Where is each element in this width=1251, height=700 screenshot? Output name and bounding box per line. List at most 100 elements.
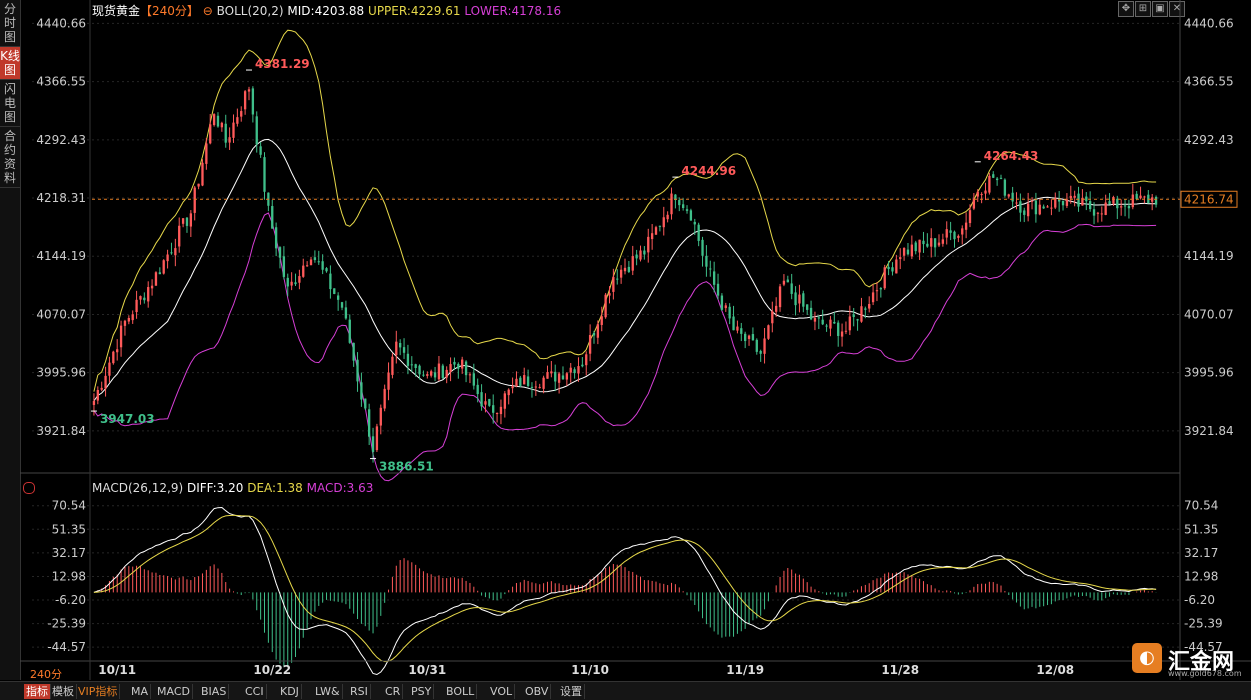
candle-body — [426, 374, 429, 376]
price-tick-right: 3921.84 — [1184, 424, 1234, 438]
chart-area[interactable]: 4440.66 4440.66 4366.55 4366.55 4292.43 4292.… — [0, 0, 1251, 680]
candle-body — [348, 319, 351, 343]
candle-body — [953, 231, 956, 240]
candle-body — [856, 319, 859, 321]
candle-body — [964, 222, 968, 230]
candle-body — [565, 373, 569, 380]
candle-body — [561, 375, 565, 380]
indicator-tab-7[interactable]: KDJ — [278, 684, 302, 699]
candle-body — [995, 178, 999, 181]
extreme-price-label: 4264.43 — [984, 149, 1039, 163]
indicator-tab-13[interactable]: VOL — [488, 684, 516, 699]
candle-body — [899, 257, 902, 260]
indicator-tab-5[interactable]: BIAS — [199, 684, 230, 699]
candle-body — [670, 193, 673, 215]
tab-flash-chart[interactable]: 闪电图 — [0, 80, 20, 127]
candle-body — [1077, 193, 1080, 207]
indicator-tab-1[interactable]: 模板 — [50, 684, 77, 699]
close-icon[interactable]: ✕ — [1169, 1, 1185, 17]
candle-body — [162, 260, 165, 274]
candle-body — [736, 326, 739, 331]
candle-body — [619, 269, 623, 278]
macd-label: MACD(26,12,9) — [92, 481, 184, 495]
price-tick-right: 4440.66 — [1184, 16, 1234, 30]
candle-body — [868, 303, 871, 309]
candle-body — [263, 157, 266, 192]
candle-body — [243, 91, 247, 110]
tab-kline-chart[interactable]: K线图 — [0, 47, 20, 80]
date-tick: 11/28 — [881, 663, 919, 677]
candle-body — [945, 229, 948, 238]
indicator-tab-11[interactable]: PSY — [409, 684, 435, 699]
candle-body — [224, 123, 227, 143]
candle-body — [999, 177, 1003, 179]
date-tick: 11/19 — [726, 663, 764, 677]
price-tick-left: 4070.07 — [36, 307, 86, 321]
indicator-tab-2[interactable]: VIP指标 — [76, 684, 121, 699]
candle-body — [740, 328, 743, 334]
settings-icon[interactable]: ⊖ — [202, 4, 213, 18]
indicator-tab-0[interactable]: 指标 — [24, 684, 51, 699]
candle-body — [957, 235, 960, 238]
period-label[interactable]: 【240分】 — [140, 4, 199, 18]
candle-body — [468, 374, 472, 376]
indicator-tab-8[interactable]: LW& — [313, 684, 343, 699]
candle-body — [360, 382, 363, 400]
macd-legend: MACD(26,12,9) DIFF:3.20 DEA:1.38 MACD:3.… — [92, 481, 373, 495]
candle-body — [848, 316, 851, 331]
candle-body — [786, 279, 789, 283]
indicator-tab-4[interactable]: MACD — [155, 684, 193, 699]
candle-body — [883, 267, 886, 289]
candle-body — [143, 297, 146, 301]
indicator-tab-14[interactable]: OBV — [523, 684, 552, 699]
price-tick-left: 4292.43 — [36, 133, 86, 147]
candle-body — [585, 354, 588, 366]
candle-body — [1050, 207, 1053, 209]
candle-body — [654, 227, 658, 235]
candle-body — [1089, 201, 1092, 210]
candle-body — [844, 330, 848, 332]
indicator-tab-10[interactable]: CR — [383, 684, 404, 699]
candle-body — [724, 305, 727, 309]
candle-body — [821, 319, 824, 325]
macd-value: MACD:3.63 — [306, 481, 374, 495]
candle-body — [220, 122, 224, 128]
candle-body — [728, 306, 731, 319]
candle-body — [495, 413, 499, 415]
candle-body — [484, 401, 487, 405]
macd-tick-right: 12.98 — [1184, 569, 1218, 583]
zoom-icon[interactable]: ⊞ — [1135, 1, 1151, 17]
indicator-tab-9[interactable]: RSI — [348, 684, 371, 699]
candle-body — [441, 365, 444, 378]
candle-body — [104, 375, 107, 389]
candle-body — [1034, 200, 1038, 215]
candle-body — [744, 333, 747, 342]
fit-icon[interactable]: ▣ — [1152, 1, 1168, 17]
candle-body — [1061, 200, 1065, 206]
tab-minute-chart[interactable]: 分时图 — [0, 0, 20, 47]
macd-tick-left: 70.54 — [52, 499, 86, 513]
indicator-tab-6[interactable]: CCI — [243, 684, 267, 699]
move-icon[interactable]: ✥ — [1118, 1, 1134, 17]
indicator-tab-15[interactable]: 设置 — [558, 684, 585, 699]
candle-body — [259, 146, 262, 155]
candle-body — [170, 252, 173, 254]
logo-url: www.gold678.com — [1168, 669, 1242, 678]
date-tick: 11/10 — [571, 663, 609, 677]
candle-body — [813, 318, 817, 322]
candle-body — [395, 341, 398, 356]
candle-body — [875, 290, 879, 292]
indicator-tab-3[interactable]: MA — [129, 684, 152, 699]
candle-body — [375, 426, 379, 451]
candle-body — [825, 325, 828, 327]
macd-diff-line — [93, 506, 1157, 676]
bottom-period[interactable]: 240分 — [30, 668, 62, 681]
candle-body — [650, 233, 654, 240]
macd-tick-left: 12.98 — [52, 569, 86, 583]
macd-settings-icon[interactable] — [23, 482, 35, 494]
indicator-tab-12[interactable]: BOLL — [444, 684, 478, 699]
candle-body — [422, 374, 425, 376]
candle-body — [174, 248, 177, 256]
tab-contract-info[interactable]: 合约资料 — [0, 127, 20, 188]
candle-body — [879, 288, 883, 290]
